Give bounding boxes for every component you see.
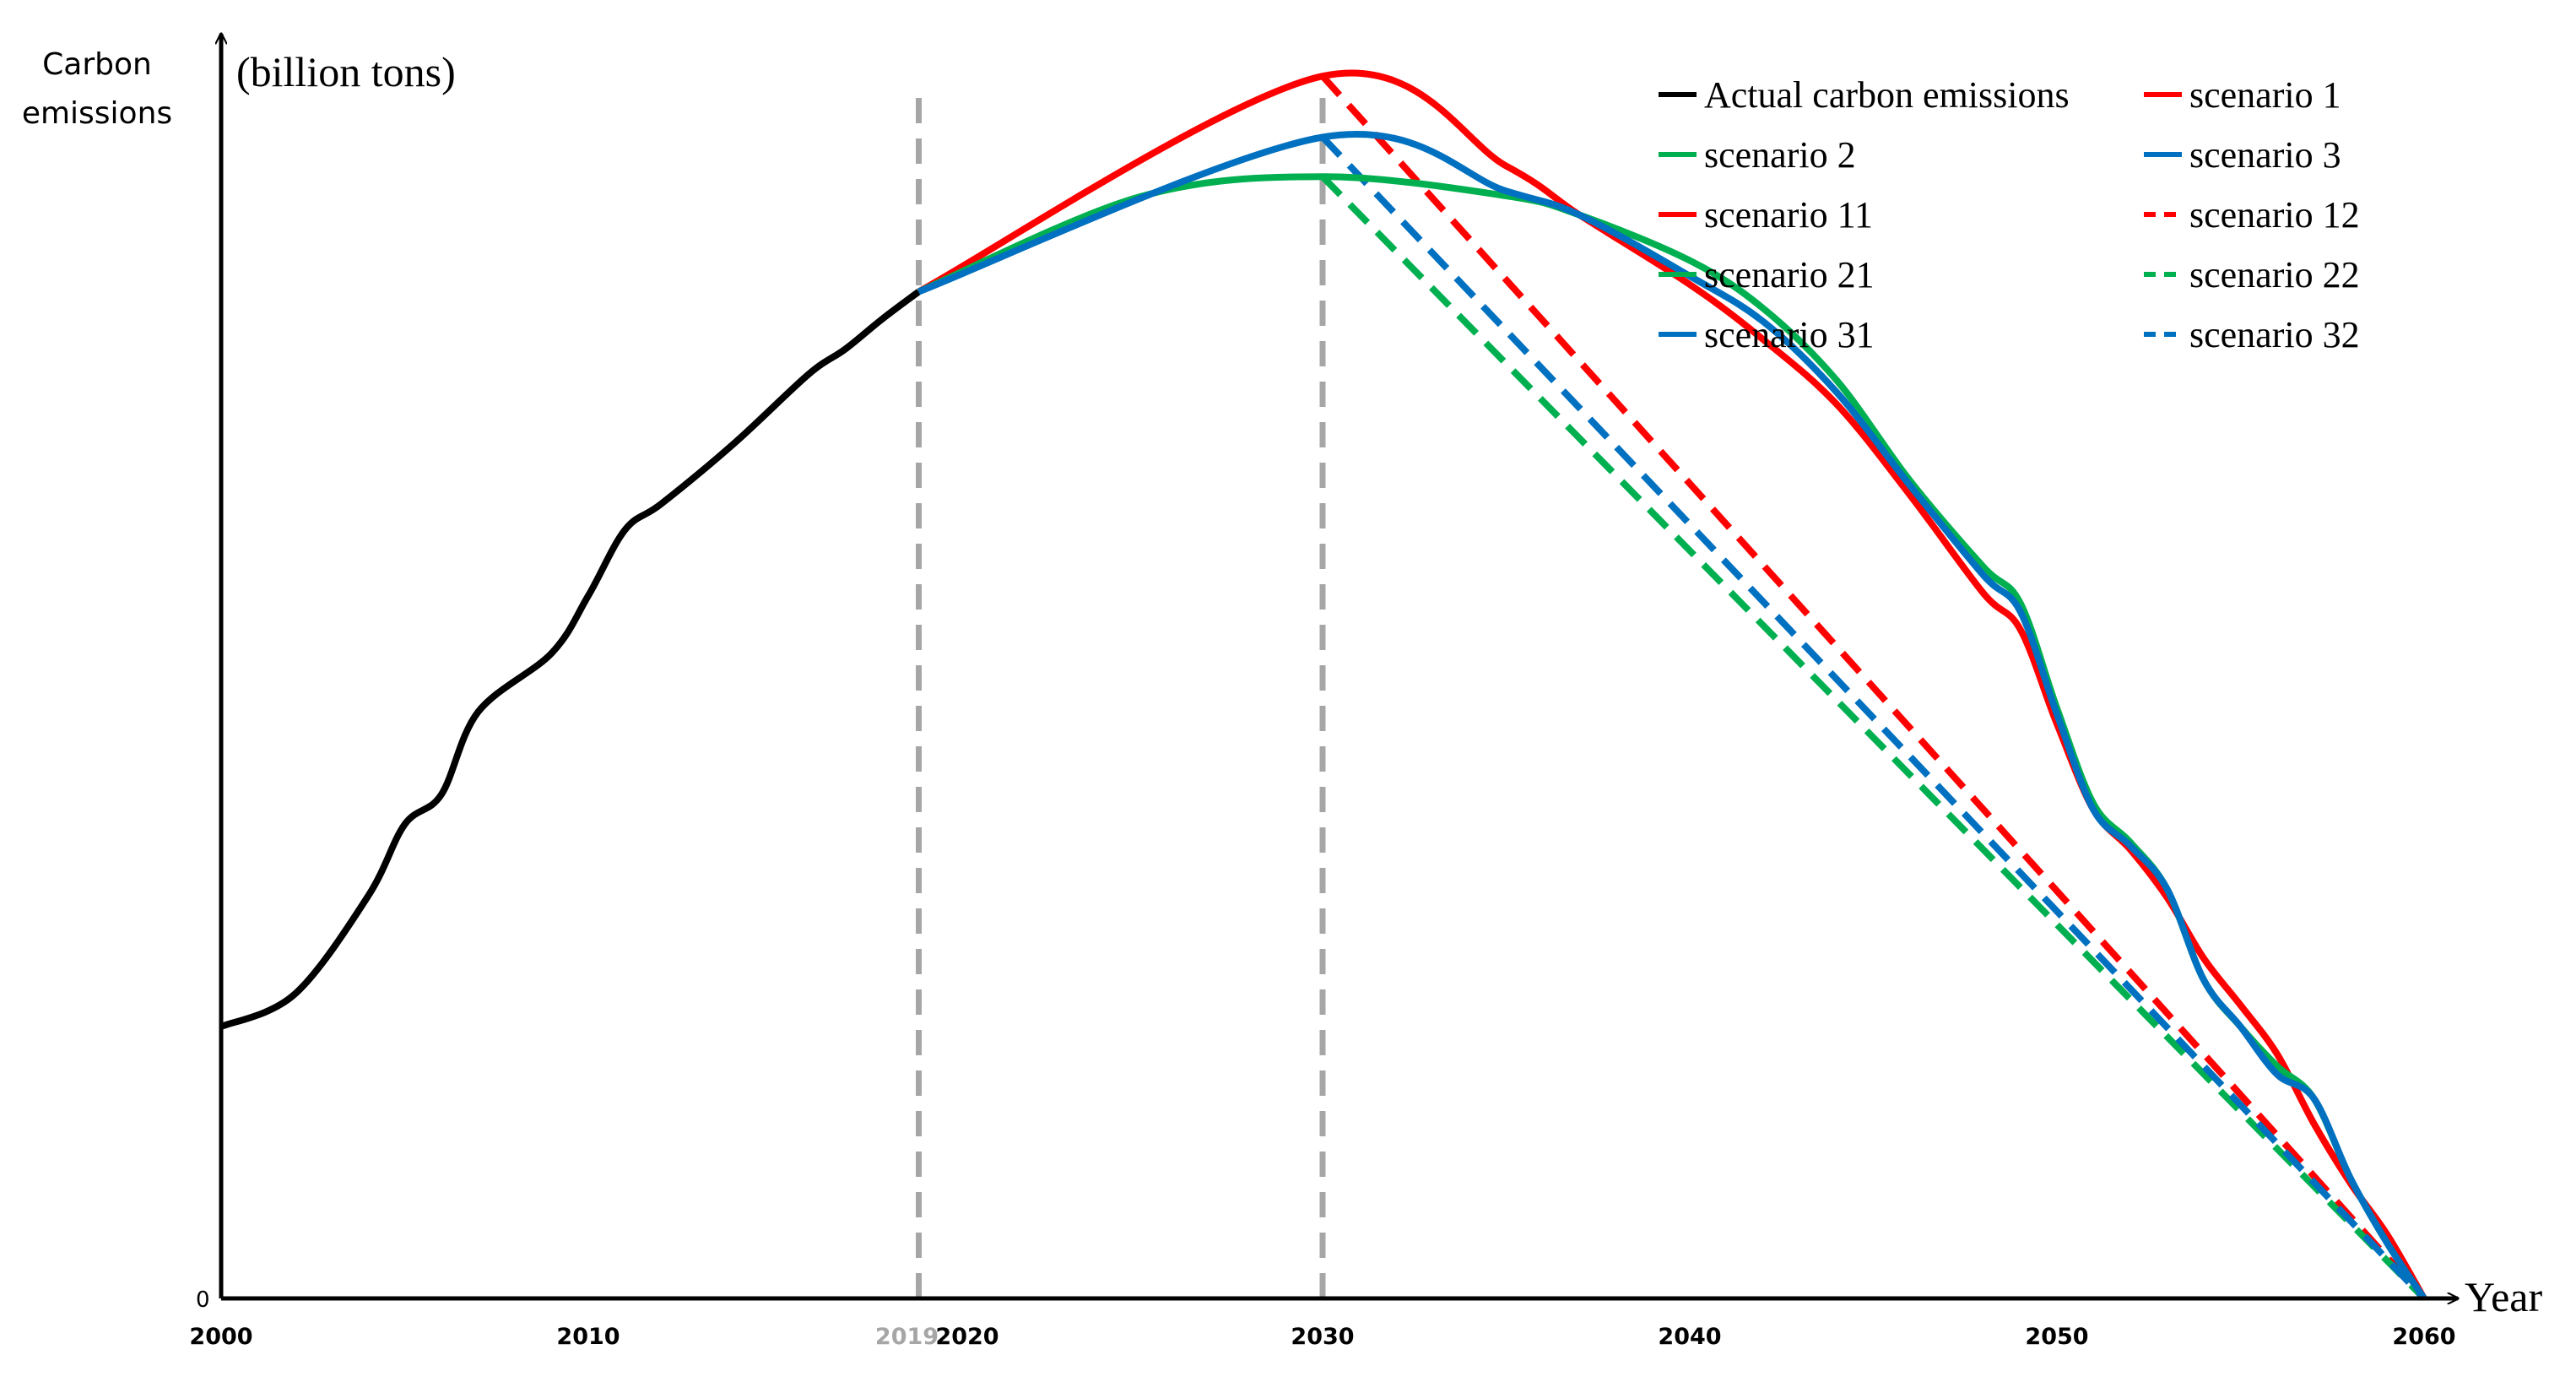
legend-label: scenario 12 bbox=[2189, 194, 2360, 236]
y-zero-label: 0 bbox=[196, 1287, 210, 1313]
reference-lines bbox=[916, 93, 1326, 1298]
legend-label: scenario 1 bbox=[2189, 74, 2341, 116]
series-line-scenario-22 bbox=[1320, 174, 2427, 1301]
x-tick-label-2060: 2060 bbox=[2392, 1324, 2455, 1350]
x-tick-label-2010: 2010 bbox=[556, 1324, 620, 1350]
series-line-scenario-2 bbox=[917, 173, 2427, 1301]
legend-label: scenario 3 bbox=[2189, 134, 2341, 176]
y-axis-unit: (billion tons) bbox=[236, 48, 456, 95]
legend-label: scenario 11 bbox=[1704, 194, 1873, 236]
legend-label: scenario 22 bbox=[2189, 254, 2360, 295]
x-tick-label-2050: 2050 bbox=[2025, 1324, 2088, 1350]
series-line-scenario-1 bbox=[917, 69, 2427, 1300]
y-axis-label-line-1: Carbon bbox=[42, 47, 152, 82]
x-tick-label-2019: 2019 bbox=[875, 1324, 939, 1350]
legend-entry-scenario-12: scenario 12 bbox=[2144, 194, 2360, 236]
legend-label: scenario 2 bbox=[1704, 134, 1856, 176]
legend-entry-scenario-1: scenario 1 bbox=[2144, 74, 2341, 116]
series-line-scenario-32 bbox=[1320, 134, 2427, 1301]
series-line-scenario-3 bbox=[917, 130, 2427, 1301]
legend-entry-scenario-31: scenario 31 bbox=[1659, 314, 1875, 355]
legend: Actual carbon emissions scenario 1 scenari… bbox=[1659, 74, 2360, 355]
y-axis-label-line-2: emissions bbox=[22, 96, 172, 131]
legend-label: scenario 31 bbox=[1704, 314, 1875, 355]
series-line-scenario-12 bbox=[1320, 73, 2427, 1301]
legend-entry-scenario-11: scenario 11 bbox=[1659, 194, 1873, 236]
legend-label: scenario 32 bbox=[2189, 314, 2360, 355]
legend-entry-scenario-22: scenario 22 bbox=[2144, 254, 2360, 295]
legend-entry-actual-carbon-emissions: Actual carbon emissions bbox=[1659, 74, 2070, 116]
x-tick-label-2020: 2020 bbox=[935, 1324, 998, 1350]
x-tick-label-2030: 2030 bbox=[1291, 1324, 1354, 1350]
legend-label: scenario 21 bbox=[1704, 254, 1875, 295]
legend-entry-scenario-3: scenario 3 bbox=[2144, 134, 2341, 176]
x-tick-label-2040: 2040 bbox=[1658, 1324, 1721, 1350]
legend-entry-scenario-21: scenario 21 bbox=[1659, 254, 1875, 295]
x-tick-label-2000: 2000 bbox=[189, 1324, 252, 1350]
series-line-actual-carbon-emissions bbox=[219, 289, 921, 1030]
legend-entry-scenario-2: scenario 2 bbox=[1659, 134, 1856, 176]
legend-label: Actual carbon emissions bbox=[1704, 74, 2070, 116]
legend-entry-scenario-32: scenario 32 bbox=[2144, 314, 2360, 355]
x-axis-label: Year bbox=[2465, 1273, 2542, 1320]
series-lines bbox=[219, 69, 2427, 1301]
